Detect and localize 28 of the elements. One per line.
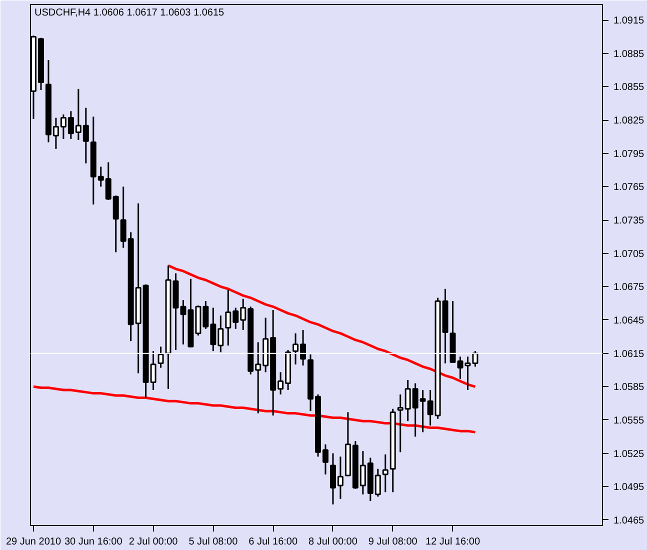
line-series xyxy=(32,385,476,434)
line-series xyxy=(167,264,476,388)
x-tick-label: 8 Jul 00:00 xyxy=(308,536,358,548)
y-tick-label: 1.0525 xyxy=(614,448,645,460)
y-tick-label: 1.0585 xyxy=(614,382,645,394)
chart-title: USDCHF,H4 1.0606 1.0617 1.0603 1.0615 xyxy=(34,8,225,18)
y-tick-label: 1.0765 xyxy=(614,182,645,194)
x-tick-label: 30 Jun 16:00 xyxy=(64,536,123,548)
y-tick-label: 1.0705 xyxy=(614,248,645,260)
candlestick xyxy=(382,454,388,493)
y-tick-label: 1.0465 xyxy=(614,515,645,526)
x-tick-label: 12 Jul 16:00 xyxy=(426,536,480,548)
y-tick-label: 1.0795 xyxy=(614,148,645,160)
y-tick-label: 1.0825 xyxy=(614,116,645,127)
y-tick-label: 1.0855 xyxy=(614,82,645,94)
y-tick-label: 1.0555 xyxy=(614,415,645,426)
x-tick-label: 29 Jun 2010 xyxy=(6,536,62,548)
y-tick-label: 1.0615 xyxy=(614,348,645,360)
y-tick-label: 1.0735 xyxy=(614,216,645,227)
y-tick-label: 1.0915 xyxy=(614,16,645,27)
y-tick-label: 1.0675 xyxy=(614,282,645,294)
y-tick-label: 1.0495 xyxy=(614,482,645,494)
y-tick-label: 1.0645 xyxy=(614,315,645,326)
x-tick-label: 6 Jul 16:00 xyxy=(248,536,298,548)
y-tick-label: 1.0885 xyxy=(614,48,645,60)
x-tick-label: 2 Jul 00:00 xyxy=(128,536,178,548)
x-tick-label: 9 Jul 08:00 xyxy=(368,536,418,548)
x-tick-label: 5 Jul 08:00 xyxy=(188,536,238,548)
